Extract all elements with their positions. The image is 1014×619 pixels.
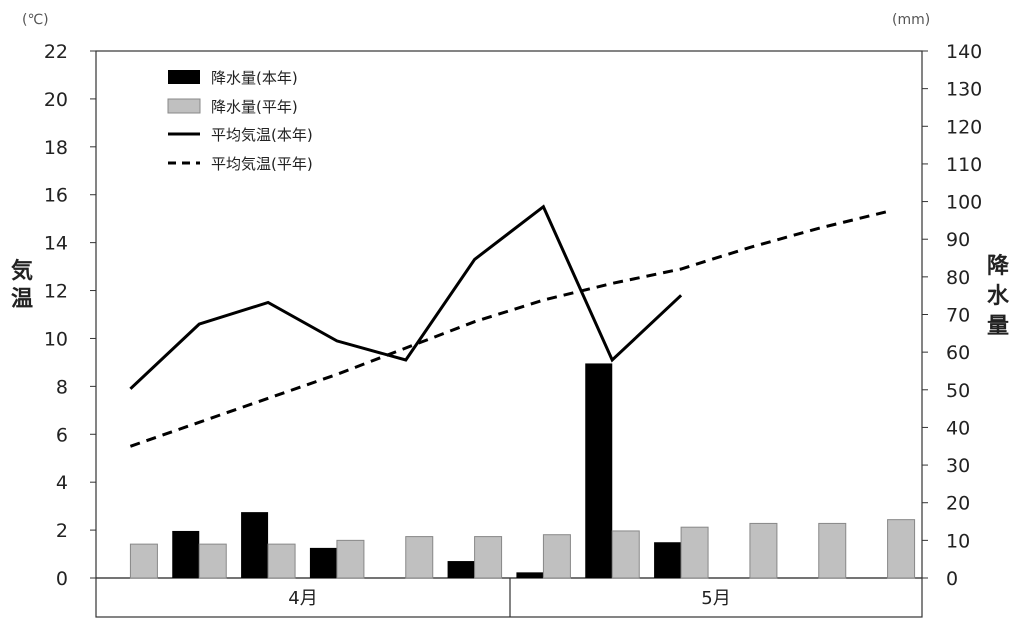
left-tick-label: 2 [56, 520, 68, 542]
legend-swatch-precip-normal [167, 98, 201, 114]
legend-swatch-precip-this-year [168, 70, 200, 84]
right-tick-label: 30 [946, 455, 970, 477]
line-temp-this-year [129, 204, 683, 390]
axis-title-char: 温 [11, 287, 33, 312]
left-tick-label: 16 [44, 185, 68, 207]
bar-precip-normal [611, 530, 640, 579]
right-tick-label: 80 [946, 267, 970, 289]
left-axis-title: 気温 [11, 258, 33, 312]
right-tick-label: 130 [946, 79, 982, 101]
bar-precip-normal [267, 543, 296, 579]
bar-precip-normal [129, 543, 158, 579]
right-tick-label: 60 [946, 342, 970, 364]
bar-precip-normal [198, 543, 227, 579]
right-tick-label: 70 [946, 305, 970, 327]
left-tick-label: 12 [44, 281, 68, 303]
right-tick-label: 10 [946, 530, 970, 552]
right-tick-label: 40 [946, 417, 970, 439]
bar-precip-normal [405, 536, 434, 579]
month-label-apr: 4月 [288, 588, 317, 609]
bar-precip-normal [887, 519, 916, 579]
legend-label-temp-this-year: 平均気温(本年) [211, 126, 313, 144]
bars [129, 363, 916, 579]
right-tick-label: 110 [946, 154, 982, 176]
right-tick-label: 20 [946, 493, 970, 515]
legend-label-precip-normal: 降水量(平年) [211, 98, 298, 116]
left-tick-label: 10 [44, 328, 68, 350]
lines [129, 204, 888, 448]
legend-label-temp-normal: 平均気温(平年) [211, 155, 313, 173]
axis-title-char: 量 [987, 314, 1009, 339]
bar-precip-this-year [241, 512, 269, 578]
left-tick-label: 22 [44, 41, 68, 63]
bar-precip-this-year [309, 547, 337, 578]
right-tick-label: 0 [946, 568, 958, 590]
bar-precip-normal [818, 522, 847, 579]
legend-label-precip-this-year: 降水量(本年) [211, 69, 298, 87]
axis-title-char: 水 [987, 284, 1010, 309]
left-tick-label: 14 [44, 233, 68, 255]
bar-precip-normal [542, 534, 571, 579]
axis-title-char: 気 [11, 258, 33, 284]
bar-precip-this-year [654, 542, 682, 578]
right-tick-label: 100 [946, 192, 982, 214]
bar-precip-this-year [585, 363, 613, 578]
right-axis-unit: (mm) [892, 12, 930, 28]
month-label-may: 5月 [701, 588, 730, 609]
right-axis-title: 降水量 [987, 254, 1010, 339]
left-tick-label: 4 [56, 472, 68, 494]
right-tick-label: 90 [946, 229, 970, 251]
bar-precip-normal [474, 536, 503, 579]
legend: 降水量(本年) 降水量(平年) 平均気温(本年) 平均気温(平年) [167, 69, 313, 173]
left-tick-label: 6 [56, 424, 68, 446]
bar-precip-normal [336, 539, 365, 579]
bar-precip-this-year [516, 572, 544, 578]
left-tick-label: 0 [56, 568, 68, 590]
bar-precip-normal [680, 526, 709, 579]
right-tick-label: 140 [946, 41, 982, 63]
bar-precip-this-year [172, 530, 200, 578]
right-tick-label: 120 [946, 116, 982, 138]
right-axis-ticks: 0 10 20 30 40 50 60 70 80 90 100 110 120 130 140 [922, 41, 982, 590]
left-tick-label: 20 [44, 89, 68, 111]
left-axis-unit: (℃) [22, 12, 49, 28]
month-axis-box [95, 577, 923, 618]
bar-precip-normal [749, 522, 778, 579]
bar-precip-this-year [447, 561, 475, 578]
left-axis-ticks: 0 2 4 6 8 10 12 14 16 18 20 22 [44, 41, 96, 590]
line-temp-normal [129, 210, 888, 448]
right-tick-label: 50 [946, 380, 970, 402]
left-tick-label: 18 [44, 137, 68, 159]
axis-title-char: 降 [987, 254, 1010, 279]
left-tick-label: 8 [56, 376, 68, 398]
